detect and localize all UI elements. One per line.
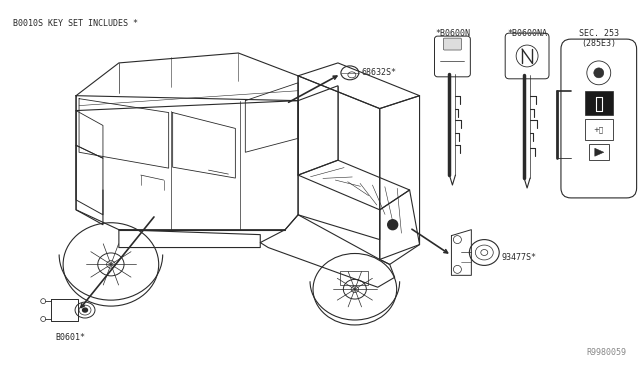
Text: B0010S KEY SET INCLUDES *: B0010S KEY SET INCLUDES *: [13, 19, 138, 28]
Text: 93477S*: 93477S*: [501, 253, 536, 262]
Polygon shape: [595, 148, 604, 156]
Text: 68632S*: 68632S*: [362, 68, 397, 77]
Ellipse shape: [351, 286, 358, 292]
Bar: [589, 144, 609, 160]
Text: *B0600NA: *B0600NA: [507, 29, 547, 38]
Bar: [585, 119, 612, 140]
Bar: [340, 271, 368, 285]
Text: (285E3): (285E3): [581, 39, 616, 48]
Circle shape: [594, 68, 604, 78]
Circle shape: [388, 220, 397, 230]
Ellipse shape: [107, 261, 115, 268]
Text: R9980059: R9980059: [587, 348, 627, 357]
Ellipse shape: [481, 250, 488, 256]
Text: B0601*: B0601*: [55, 333, 85, 342]
Ellipse shape: [83, 308, 88, 312]
Text: *B0600N: *B0600N: [435, 29, 470, 38]
Bar: [585, 91, 612, 115]
FancyBboxPatch shape: [444, 38, 461, 50]
Text: +🔓: +🔓: [594, 126, 604, 133]
Text: SEC. 253: SEC. 253: [579, 29, 619, 38]
